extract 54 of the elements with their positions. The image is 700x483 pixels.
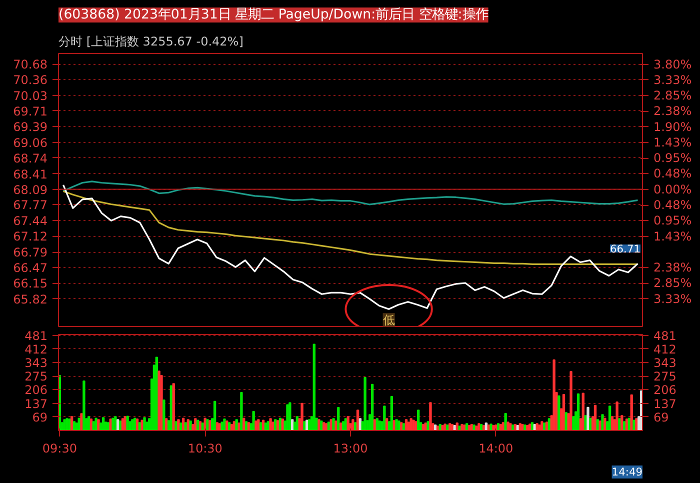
y2-tick-label: 0.95%	[654, 214, 692, 228]
chart-title: (603868) 2023年01月31日 星期二 PageUp/Down:前后日 空格键:操作	[58, 8, 488, 22]
annotation: 66.71	[610, 242, 641, 256]
y-tick-label: 65.82	[13, 292, 48, 306]
y2-tick-label: 0.48%	[654, 166, 692, 181]
x-tick-label: 10:30	[188, 442, 222, 456]
y2-tick-label: 1.43%	[654, 135, 692, 150]
y2-tick-label: 2.85%	[654, 88, 692, 103]
y2-tick-label: 3.33%	[654, 72, 692, 87]
y-tick-label: 69.71	[13, 104, 48, 118]
y-tick-label: 67.77	[13, 198, 48, 212]
annotation: 低	[382, 313, 395, 328]
y2-tick-label: 3.80%	[654, 57, 692, 72]
y-tick-label: 481	[24, 328, 48, 343]
y2-tick-label: 1.43%	[654, 229, 692, 244]
y2-tick-label: 2.38%	[654, 260, 692, 275]
y2-tick-label: 1.90%	[654, 120, 692, 134]
y-tick-label: 206	[24, 383, 48, 398]
chart-subtitle: 分时 [上证指数 3255.67 -0.42%]	[58, 34, 244, 48]
y-tick-label: 137	[24, 396, 48, 411]
y2-tick-label: 343	[654, 356, 676, 370]
y2-tick-label: 0.95%	[654, 151, 692, 166]
y-tick-label: 69	[32, 410, 48, 424]
y-tick-label: 70.36	[13, 73, 48, 88]
y2-tick-label: 2.38%	[654, 104, 692, 118]
y2-tick-label: 2.85%	[654, 276, 692, 290]
y-tick-label: 67.12	[13, 230, 48, 244]
x-tick-label: 14:00	[478, 442, 514, 456]
x-tick-label: 13:00	[333, 442, 368, 456]
y-tick-label: 69.39	[13, 120, 48, 134]
y2-tick-label: 69	[654, 410, 669, 424]
y-tick-label: 275	[24, 370, 48, 384]
y-tick-label: 343	[24, 356, 48, 370]
y-tick-label: 66.47	[13, 261, 48, 276]
y-tick-label: 68.74	[13, 151, 48, 166]
y2-tick-label: 0.00%	[654, 182, 692, 196]
y-tick-label: 66.79	[13, 246, 48, 260]
y-tick-label: 69.06	[13, 136, 48, 150]
y2-tick-label: 0.48%	[654, 198, 692, 212]
y-tick-label: 70.03	[13, 89, 48, 104]
y-tick-label: 68.09	[13, 182, 48, 197]
y2-tick-label: 206	[654, 383, 676, 398]
y-tick-label: 66.15	[13, 276, 48, 291]
y2-tick-label: 412	[654, 342, 676, 356]
y2-tick-label: 137	[654, 396, 676, 411]
x-tick-label: 09:30	[42, 442, 78, 456]
y2-tick-label: 3.33%	[654, 292, 692, 306]
y-tick-label: 67.44	[13, 214, 48, 228]
y2-tick-label: 275	[654, 370, 676, 384]
y-tick-label: 68.41	[13, 167, 48, 182]
y-tick-label: 412	[24, 342, 48, 356]
y-tick-label: 70.68	[13, 58, 48, 72]
y2-tick-label: 481	[654, 328, 676, 343]
text: 14:49	[612, 466, 643, 478]
